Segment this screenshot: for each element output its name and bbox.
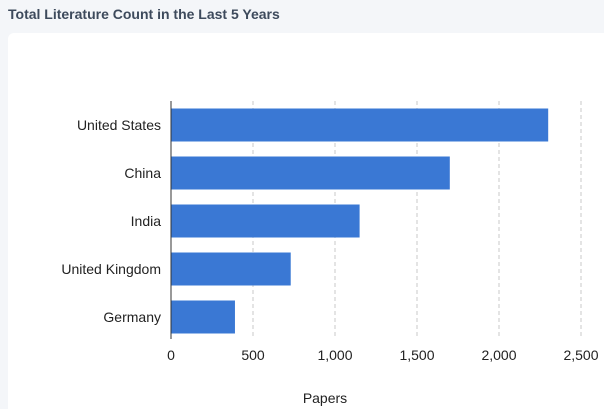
x-tick-label: 0	[167, 347, 175, 363]
bar[interactable]	[171, 253, 291, 286]
x-tick-labels: 0 500 1,000 1,500 2,000 2,500	[167, 347, 599, 363]
bars	[171, 109, 548, 334]
bar[interactable]	[171, 301, 235, 334]
y-tick-label: China	[124, 165, 161, 181]
bar[interactable]	[171, 205, 360, 238]
y-tick-labels: United States China India United Kingdom Ger…	[61, 117, 161, 325]
x-tick-label: 500	[241, 347, 265, 363]
y-tick-label: Germany	[103, 309, 161, 325]
bar[interactable]	[171, 109, 548, 142]
x-tick-label: 2,500	[563, 347, 598, 363]
y-tick-label: United Kingdom	[61, 261, 161, 277]
x-tick-label: 2,000	[481, 347, 516, 363]
x-axis-label: Papers	[303, 390, 347, 406]
y-tick-label: United States	[77, 117, 161, 133]
bar[interactable]	[171, 157, 450, 190]
x-tick-label: 1,500	[399, 347, 434, 363]
y-tick-label: India	[131, 213, 162, 229]
x-tick-label: 1,000	[317, 347, 352, 363]
